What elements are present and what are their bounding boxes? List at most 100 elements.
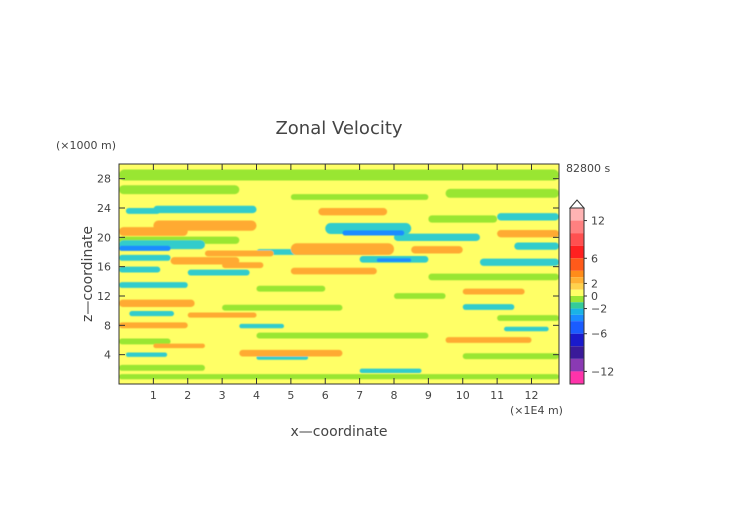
y-tick-label-4: 20: [97, 231, 111, 244]
colorbar-segment-2: [570, 233, 584, 246]
velocity-band-28: [222, 262, 264, 269]
velocity-band-22: [204, 250, 274, 257]
velocity-band-41: [187, 312, 257, 318]
x-tick-label-5: 6: [322, 389, 329, 402]
colorbar-segment-6: [570, 277, 584, 284]
x-tick-label-4: 5: [287, 389, 294, 402]
y-tick-label-2: 12: [97, 290, 111, 303]
velocity-band-46: [256, 332, 429, 339]
velocity-band-38: [462, 304, 515, 310]
colorbar-segment-15: [570, 346, 584, 359]
velocity-band-6: [318, 208, 388, 216]
velocity-band-43: [119, 322, 188, 329]
velocity-band-23: [119, 254, 171, 261]
x-tick-label-8: 9: [425, 389, 432, 402]
velocity-band-12: [342, 230, 405, 236]
velocity-band-8: [428, 215, 498, 223]
velocity-band-26: [170, 257, 240, 265]
colorbar-segment-4: [570, 258, 584, 271]
velocity-band-1: [119, 185, 240, 195]
y-axis-unit: (×1000 m): [56, 139, 116, 152]
velocity-band-3: [290, 194, 429, 200]
colorbar-label-0: 12: [591, 215, 605, 228]
x-tick-label-6: 7: [356, 389, 363, 402]
velocity-band-39: [222, 304, 343, 311]
velocity-band-42: [497, 315, 559, 321]
colorbar-segment-11: [570, 308, 584, 315]
velocity-band-51: [125, 352, 168, 357]
velocity-band-36: [394, 293, 446, 299]
velocity-band-34: [256, 285, 326, 292]
y-axis-label: z—coordinate: [80, 226, 96, 322]
velocity-band-32: [428, 273, 559, 281]
velocity-band-52: [462, 353, 559, 360]
velocity-band-7: [497, 213, 559, 221]
x-tick-label-2: 3: [219, 389, 226, 402]
velocity-band-19: [290, 243, 394, 255]
plot-frame: [118, 163, 560, 385]
velocity-band-45: [504, 326, 549, 332]
colorbar-extend-arrow: [568, 199, 586, 209]
colorbar-segment-12: [570, 314, 584, 322]
velocity-band-44: [239, 323, 284, 329]
velocity-band-13: [497, 230, 559, 238]
y-tick-label-1: 8: [104, 319, 111, 332]
x-tick-label-3: 4: [253, 389, 260, 402]
x-tick-label-1: 2: [184, 389, 191, 402]
velocity-band-33: [119, 282, 188, 288]
colorbar-segment-17: [570, 371, 584, 384]
x-tick-label-10: 11: [490, 389, 504, 402]
colorbar-segment-10: [570, 302, 584, 309]
x-tick-label-9: 10: [456, 389, 470, 402]
y-tick-label-0: 4: [104, 349, 111, 362]
velocity-band-47: [445, 337, 532, 343]
velocity-band-5: [125, 208, 161, 214]
chart-title: Zonal Velocity: [275, 118, 402, 139]
colorbar-label-6: −12: [591, 365, 614, 378]
velocity-band-30: [290, 267, 377, 275]
x-tick-label-11: 12: [525, 389, 539, 402]
velocity-band-54: [119, 364, 205, 371]
colorbar-segment-8: [570, 289, 584, 296]
colorbar-segment-9: [570, 296, 584, 303]
velocity-band-49: [153, 343, 205, 349]
velocity-band-27: [479, 258, 559, 266]
velocity-band-40: [129, 311, 174, 317]
colorbar-segment-5: [570, 270, 584, 278]
y-tick-label-6: 28: [97, 173, 111, 186]
colorbar-label-1: 6: [591, 252, 598, 265]
y-tick-label-5: 24: [97, 202, 111, 215]
y-tick-label-3: 16: [97, 261, 111, 274]
velocity-band-55: [359, 368, 422, 373]
colorbar-label-3: 0: [591, 290, 598, 303]
colorbar-segment-7: [570, 283, 584, 290]
colorbar-segment-13: [570, 321, 584, 334]
velocity-band-4: [153, 205, 257, 214]
colorbar-segment-0: [570, 208, 584, 221]
velocity-band-31: [187, 269, 250, 276]
velocity-band-0: [119, 169, 559, 181]
x-axis-label: x—coordinate: [291, 424, 388, 440]
velocity-band-25: [376, 258, 412, 262]
colorbar-label-4: −2: [591, 303, 607, 316]
velocity-band-35: [462, 288, 525, 295]
x-axis-unit: (×1E4 m): [510, 404, 563, 417]
colorbar-segment-1: [570, 220, 584, 234]
colorbar-segment-16: [570, 358, 584, 372]
velocity-band-20: [411, 246, 463, 254]
colorbar-segment-14: [570, 333, 584, 347]
x-tick-label-0: 1: [150, 389, 157, 402]
x-tick-label-7: 8: [391, 389, 398, 402]
velocity-band-37: [119, 299, 195, 307]
colorbar-label-5: −6: [591, 328, 607, 341]
velocity-band-56: [119, 374, 559, 380]
velocity-band-29: [119, 266, 161, 273]
velocity-band-2: [445, 188, 559, 198]
velocity-band-11: [119, 227, 188, 236]
time-label: 82800 s: [566, 162, 610, 175]
velocity-band-50: [239, 349, 343, 357]
colorbar-segment-3: [570, 245, 584, 259]
velocity-band-48: [119, 338, 171, 345]
velocity-band-18: [119, 245, 171, 251]
